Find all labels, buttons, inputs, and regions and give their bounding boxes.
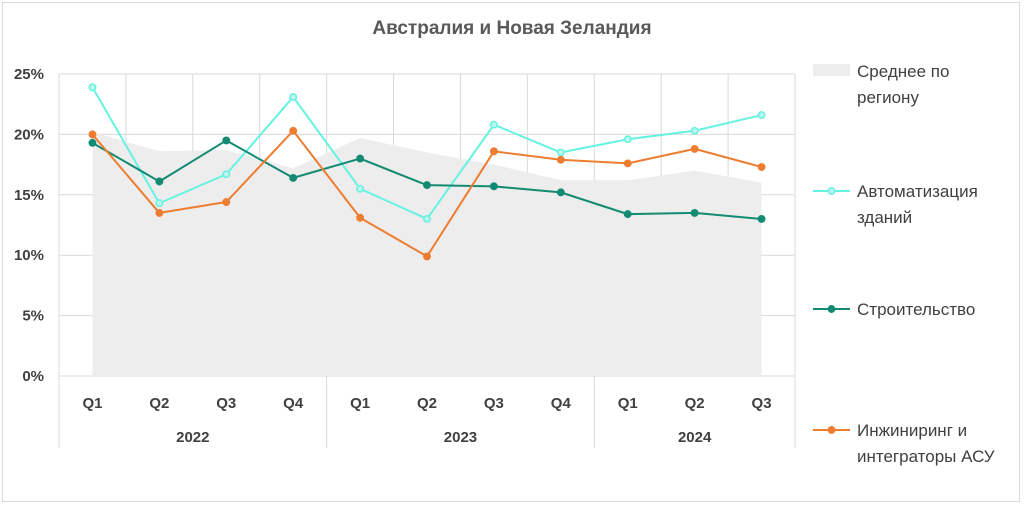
- data-point: [423, 215, 431, 223]
- data-point: [155, 177, 164, 186]
- legend-swatch-area: [813, 64, 850, 76]
- legend-swatch-marker: [827, 426, 836, 434]
- data-point: [623, 159, 632, 168]
- data-point: [489, 120, 498, 129]
- x-tick-quarter: Q1: [82, 395, 102, 412]
- x-tick-quarter: Q4: [551, 395, 572, 412]
- x-tick-year: 2024: [678, 429, 712, 446]
- x-tick-quarter: Q1: [618, 395, 638, 412]
- x-tick-quarter: Q3: [484, 395, 504, 412]
- data-point: [757, 111, 766, 120]
- data-point: [88, 138, 97, 147]
- y-tick-label: 15%: [14, 187, 44, 204]
- x-tick-year: 2023: [444, 429, 477, 446]
- data-point: [155, 199, 164, 208]
- y-tick-label: 0%: [22, 368, 44, 385]
- legend-label: Среднее по: [857, 62, 949, 81]
- y-tick-label: 10%: [14, 247, 44, 264]
- data-point: [690, 208, 699, 217]
- data-point: [556, 155, 565, 164]
- data-point: [489, 182, 498, 191]
- data-point: [88, 83, 97, 92]
- data-point: [556, 188, 565, 197]
- y-tick-label: 20%: [14, 126, 44, 143]
- y-tick-label: 5%: [22, 308, 44, 325]
- data-point: [356, 154, 365, 163]
- legend-swatch-marker: [827, 187, 836, 195]
- chart-title: Австралия и Новая Зеландия: [372, 18, 652, 39]
- data-point: [623, 135, 632, 144]
- legend-label: Строительство: [857, 300, 975, 319]
- data-point: [155, 208, 164, 217]
- data-point: [757, 215, 766, 223]
- data-point: [88, 130, 97, 139]
- legend-swatch-marker: [827, 305, 836, 313]
- x-tick-quarter: Q2: [685, 395, 705, 412]
- legend-label: Инжиниринг и: [857, 421, 967, 440]
- data-point: [690, 144, 699, 153]
- data-point: [222, 170, 231, 179]
- data-point: [289, 173, 298, 182]
- y-tick-label: 25%: [14, 66, 44, 83]
- legend-label: зданий: [857, 208, 912, 227]
- x-tick-quarter: Q1: [350, 395, 370, 412]
- data-point: [222, 136, 231, 145]
- x-tick-year: 2022: [176, 429, 209, 446]
- data-point: [423, 181, 431, 190]
- data-point: [423, 252, 431, 261]
- x-tick-quarter: Q3: [752, 395, 772, 412]
- data-point: [556, 148, 565, 157]
- x-tick-quarter: Q4: [283, 395, 304, 412]
- data-point: [623, 210, 632, 219]
- data-point: [757, 163, 766, 171]
- legend-label: Автоматизация: [857, 182, 978, 201]
- x-tick-quarter: Q2: [417, 395, 437, 412]
- data-point: [289, 126, 298, 135]
- data-point: [489, 147, 498, 156]
- data-point: [356, 184, 365, 193]
- x-tick-quarter: Q3: [216, 395, 236, 412]
- data-point: [222, 198, 231, 206]
- data-point: [289, 93, 298, 101]
- legend-label: интеграторы АСУ: [857, 447, 995, 466]
- legend-label: региону: [857, 88, 919, 107]
- x-tick-quarter: Q2: [149, 395, 169, 412]
- data-point: [356, 213, 365, 222]
- data-point: [690, 126, 699, 135]
